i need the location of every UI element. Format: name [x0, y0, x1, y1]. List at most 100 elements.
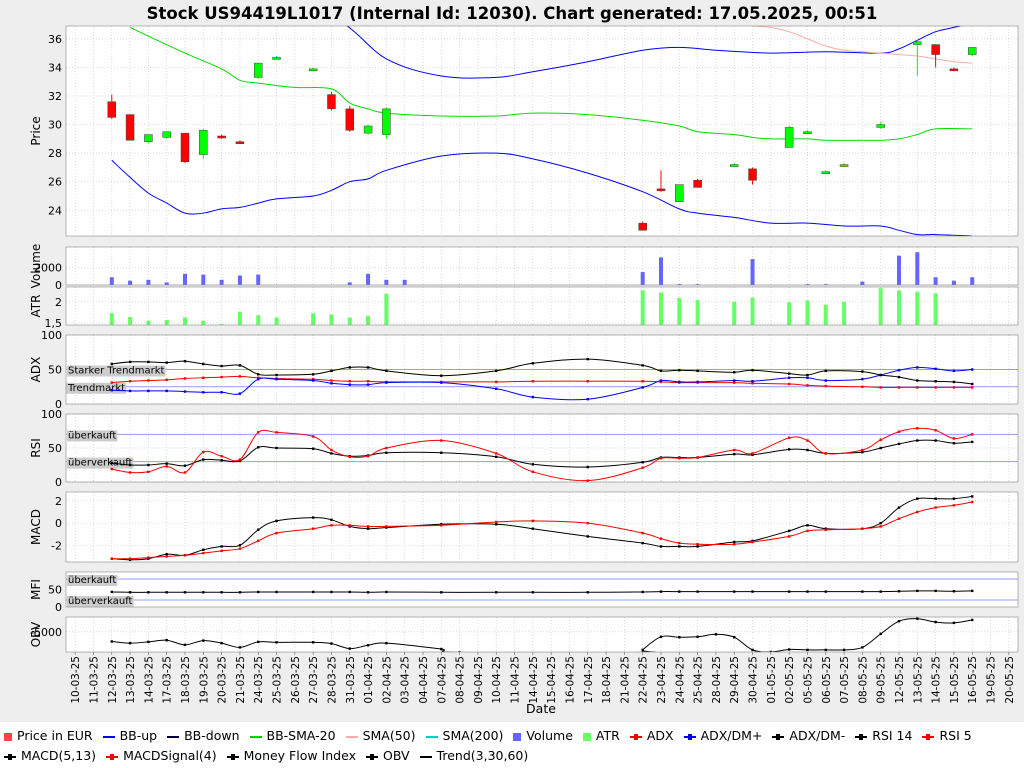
macdsignal-4-point	[879, 525, 882, 528]
volume-bar	[823, 284, 828, 285]
legend-symbol	[226, 753, 239, 760]
atr-bar	[256, 315, 261, 325]
legend-symbol	[683, 733, 696, 740]
adx-point	[806, 384, 809, 387]
adx-dm-point	[220, 364, 223, 368]
x-tick-label: 12-05-25	[894, 656, 906, 704]
adx-dm-point	[934, 367, 937, 371]
chart-legend: Price in EUR BB-up BB-down BB-SMA-20 SMA(50)…	[0, 722, 1024, 768]
adx-point	[202, 376, 205, 379]
rsi-14-point	[934, 439, 937, 442]
rsi-5-point	[733, 448, 736, 452]
money-flow-index-point	[641, 590, 644, 594]
adx-point	[861, 385, 864, 388]
adx-point	[934, 386, 937, 389]
candle-body	[638, 222, 647, 231]
x-tick-label: 16-04-25	[564, 656, 576, 704]
legend-label: SMA(50)	[362, 728, 416, 743]
legend-item: MACDSignal(4)	[106, 748, 217, 763]
adx-point	[183, 377, 187, 380]
bb-down-line	[111, 152, 973, 236]
legend-marker	[776, 733, 781, 740]
obv-point	[458, 651, 461, 652]
rsi-5-point	[586, 479, 589, 482]
adx-dm-point	[147, 360, 150, 364]
x-tick-label: 17-04-25	[583, 656, 595, 704]
reference-line-label: überverkauft	[68, 458, 133, 469]
legend-symbol	[4, 753, 16, 760]
mfi-y-tick-label: 50	[48, 584, 62, 597]
candle-body	[272, 57, 281, 60]
legend-label: Money Flow Index	[243, 748, 356, 763]
rsi-14-point	[897, 442, 901, 446]
x-tick-label: 21-04-25	[619, 656, 631, 704]
rsi-14-point	[787, 448, 791, 451]
obv-point	[842, 648, 846, 652]
rsi-14-point	[806, 448, 809, 452]
rsi-y-tick-label: 100	[41, 408, 62, 421]
stock-chart: Stock US94419L1017 (Internal Id: 12030).…	[29, 4, 1019, 716]
adx-dm-point	[257, 373, 260, 376]
rsi-5-point	[952, 437, 956, 440]
adx-dm-point	[385, 369, 388, 373]
adx-dm-point	[897, 375, 901, 379]
legend-item: BB-down	[167, 728, 240, 743]
volume-bar	[256, 274, 261, 285]
macdsignal-4-point	[586, 521, 589, 525]
atr-bar	[183, 317, 187, 325]
obv-plot-border	[65, 616, 1019, 653]
x-tick-label: 06-05-25	[821, 656, 833, 704]
macd-y-tick-label: 2	[55, 495, 62, 508]
volume-bar	[402, 279, 407, 285]
macdsignal-4-point	[183, 554, 187, 557]
rsi-14-point	[641, 461, 644, 464]
atr-plot-content	[109, 288, 938, 325]
adx-dm-point	[586, 357, 589, 361]
x-tick-label: 10-04-25	[491, 656, 503, 704]
rsi-5-point	[257, 431, 260, 434]
macdsignal-4-point	[128, 557, 132, 560]
adx-point	[165, 378, 168, 382]
rsi-14-point	[861, 450, 864, 454]
x-tick-label: 19-05-25	[986, 656, 998, 704]
legend-symbol	[425, 735, 438, 738]
volume-bar	[750, 259, 755, 285]
volume-bar	[805, 284, 810, 285]
candle-body	[913, 41, 922, 45]
x-tick-label: 10-03-25	[70, 656, 82, 704]
volume-bar	[951, 280, 956, 285]
price-y-tick-label: 34	[48, 61, 62, 74]
legend-item: ADX/DM+	[683, 728, 762, 743]
adx-point	[952, 386, 956, 389]
adx-dm-point	[311, 373, 315, 376]
adx-dm-point	[202, 391, 205, 394]
money-flow-index-point	[659, 590, 663, 593]
rsi-5-point	[495, 452, 498, 455]
candle-body	[748, 168, 757, 181]
mfi-axis-label: MFI	[29, 579, 43, 600]
adx-dm-point	[733, 371, 736, 374]
legend-symbol	[345, 735, 358, 738]
rsi-14-point	[147, 463, 150, 467]
rsi-14-point	[202, 458, 205, 461]
x-tick-label: 13-03-25	[125, 656, 137, 704]
mfi-panel: 0 50 MFI überkauft überverkauft	[29, 571, 1019, 614]
rsi-5-point	[659, 457, 663, 460]
adx-point	[495, 380, 498, 384]
x-tick-label: 28-03-25	[326, 656, 338, 704]
macdsignal-4-point	[275, 531, 278, 535]
macdsignal-4-point	[531, 519, 535, 523]
money-flow-index-point	[733, 590, 736, 593]
money-flow-index-point	[897, 590, 901, 593]
rsi-plot-content: überkauft überverkauft	[66, 427, 1018, 482]
macd-plot-border	[65, 491, 1019, 563]
x-tick-label: 15-05-25	[949, 656, 961, 704]
x-tick-label: 18-03-25	[180, 656, 192, 704]
reference-line-label-bg	[67, 575, 118, 586]
atr-bar	[842, 301, 847, 325]
atr-axis-label: ATR	[29, 295, 43, 318]
adx-dm-point	[183, 390, 187, 393]
atr-bar	[311, 313, 316, 325]
macd-5-13-point	[238, 544, 242, 547]
